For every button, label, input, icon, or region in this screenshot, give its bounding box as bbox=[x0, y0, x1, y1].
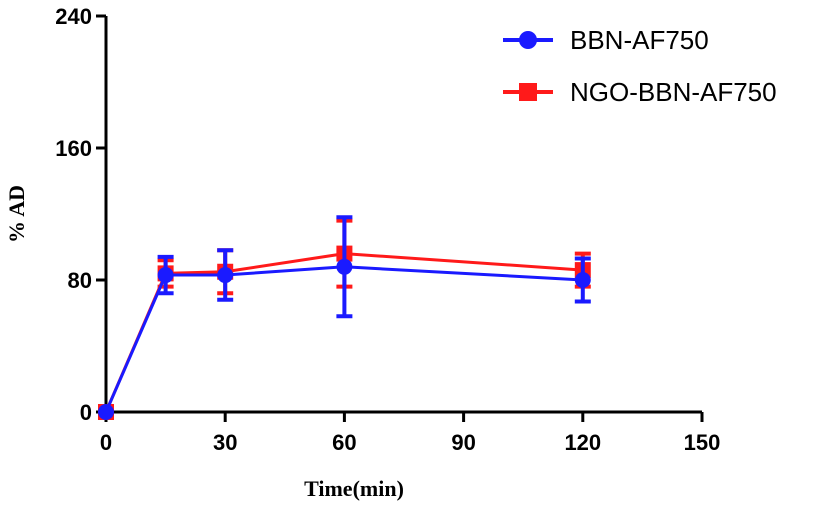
y-axis-title: % AD bbox=[4, 185, 29, 243]
data-point bbox=[217, 267, 234, 284]
legend-marker bbox=[519, 83, 537, 101]
data-point bbox=[574, 272, 591, 288]
x-tick-label: 30 bbox=[213, 430, 237, 455]
data-point bbox=[98, 404, 114, 420]
legend-label: BBN-AF750 bbox=[570, 25, 709, 55]
legend-item: NGO-BBN-AF750 bbox=[503, 77, 777, 107]
y-tick-label: 0 bbox=[80, 400, 92, 425]
x-tick-label: 120 bbox=[564, 430, 601, 455]
x-tick-label: 0 bbox=[100, 430, 112, 455]
x-tick-label: 90 bbox=[451, 430, 475, 455]
y-tick-label: 80 bbox=[68, 268, 92, 293]
legend-item: BBN-AF750 bbox=[503, 25, 709, 55]
y-tick-label: 160 bbox=[55, 136, 92, 161]
x-axis-title: Time(min) bbox=[304, 476, 404, 501]
legend: BBN-AF750 NGO-BBN-AF750 bbox=[503, 25, 777, 107]
legend-label: NGO-BBN-AF750 bbox=[570, 77, 777, 107]
series-BBN-AF750 bbox=[98, 215, 591, 420]
data-point bbox=[336, 258, 353, 275]
series-layer bbox=[98, 215, 591, 420]
x-tick-label: 60 bbox=[332, 430, 356, 455]
axes: 0 80 160 240 0 30 60 90 120 150 bbox=[55, 4, 720, 455]
data-point bbox=[157, 267, 174, 284]
x-tick-label: 150 bbox=[684, 430, 721, 455]
legend-marker bbox=[519, 31, 537, 49]
y-tick-label: 240 bbox=[55, 4, 92, 29]
